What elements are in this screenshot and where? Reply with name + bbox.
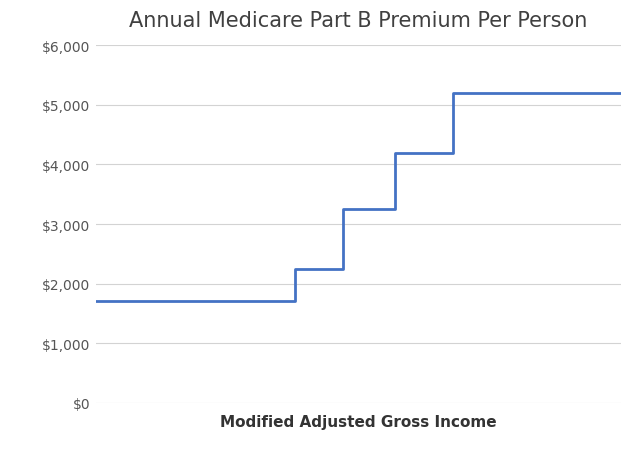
X-axis label: Modified Adjusted Gross Income: Modified Adjusted Gross Income [220,414,497,429]
Title: Annual Medicare Part B Premium Per Person: Annual Medicare Part B Premium Per Perso… [129,11,588,31]
